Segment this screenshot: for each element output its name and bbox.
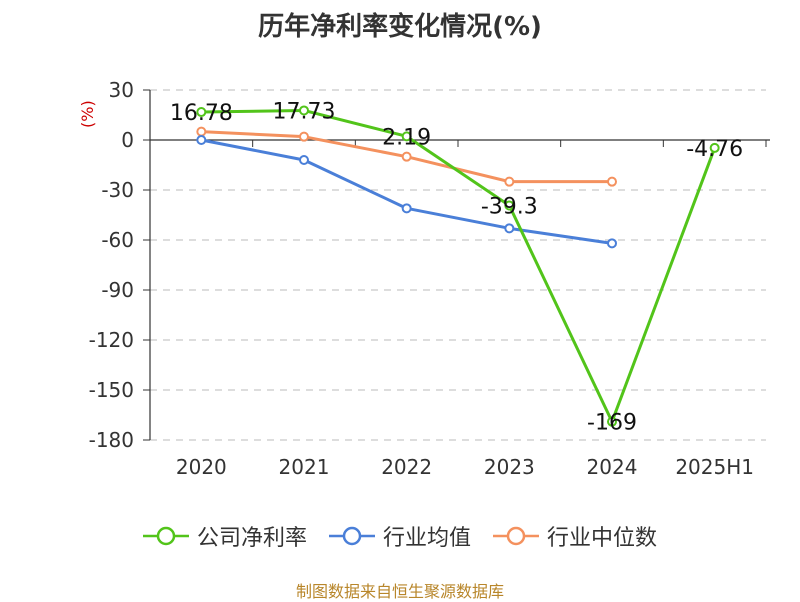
legend-swatch-company — [142, 526, 189, 546]
x-tick-label: 2020 — [176, 455, 227, 479]
data-point — [607, 416, 617, 427]
data-point — [607, 176, 617, 187]
data-point — [196, 126, 207, 137]
data-point — [299, 131, 309, 142]
data-point — [709, 142, 720, 153]
y-tick-label: -120 — [89, 328, 134, 352]
data-label: 2.19 — [382, 125, 431, 150]
data-point — [504, 223, 515, 234]
legend-item-industry-mean[interactable]: 行业均值 — [328, 520, 471, 552]
line-chart: 30 0 -30 -60 -90 -120 -150 -180 2020 2021 2022 2023… — [89, 78, 770, 479]
data-label: -169 — [587, 411, 637, 436]
y-tick-label: 30 — [109, 78, 134, 102]
series-line — [201, 108, 717, 424]
data-point — [504, 176, 515, 187]
x-tick-label: 2025H1 — [675, 455, 754, 479]
legend-label-company: 公司净利率 — [196, 526, 307, 551]
data-source-note: 制图数据来自恒生聚源数据库 — [295, 582, 504, 601]
y-tick-label: -30 — [101, 178, 134, 202]
y-tick-label: -180 — [89, 428, 134, 452]
legend: 公司净利率 行业均值 行业中位数 — [0, 520, 800, 552]
legend-swatch-industry-mean — [328, 526, 375, 546]
legend-item-industry-median[interactable]: 行业中位数 — [493, 520, 657, 552]
data-point — [401, 131, 412, 142]
y-tick-label: -150 — [89, 378, 134, 402]
data-point — [196, 107, 207, 118]
data-point — [504, 200, 515, 211]
data-point — [401, 151, 412, 162]
data-point — [299, 105, 309, 116]
x-tick-label: 2021 — [279, 455, 330, 479]
data-point — [607, 238, 617, 249]
data-label: 16.78 — [170, 101, 233, 126]
x-tick-label: 2022 — [381, 455, 432, 479]
data-point — [401, 203, 412, 214]
data-point — [299, 155, 309, 165]
legend-label-industry-median: 行业中位数 — [547, 526, 658, 551]
chart-title: 历年净利率变化情况(%) — [258, 12, 542, 42]
legend-label-industry-mean: 行业均值 — [382, 526, 471, 551]
legend-swatch-industry-median — [493, 526, 539, 546]
data-point — [196, 135, 207, 145]
data-label: -39.3 — [481, 195, 538, 220]
data-label: 17.73 — [273, 99, 336, 124]
y-tick-label: -60 — [101, 228, 134, 252]
data-label: -4.76 — [686, 137, 743, 162]
y-tick-label: 0 — [121, 128, 134, 152]
y-tick-label: -90 — [101, 278, 134, 302]
x-tick-label: 2023 — [484, 455, 535, 479]
legend-item-company[interactable]: 公司净利率 — [142, 520, 307, 552]
x-tick-label: 2024 — [587, 455, 638, 479]
